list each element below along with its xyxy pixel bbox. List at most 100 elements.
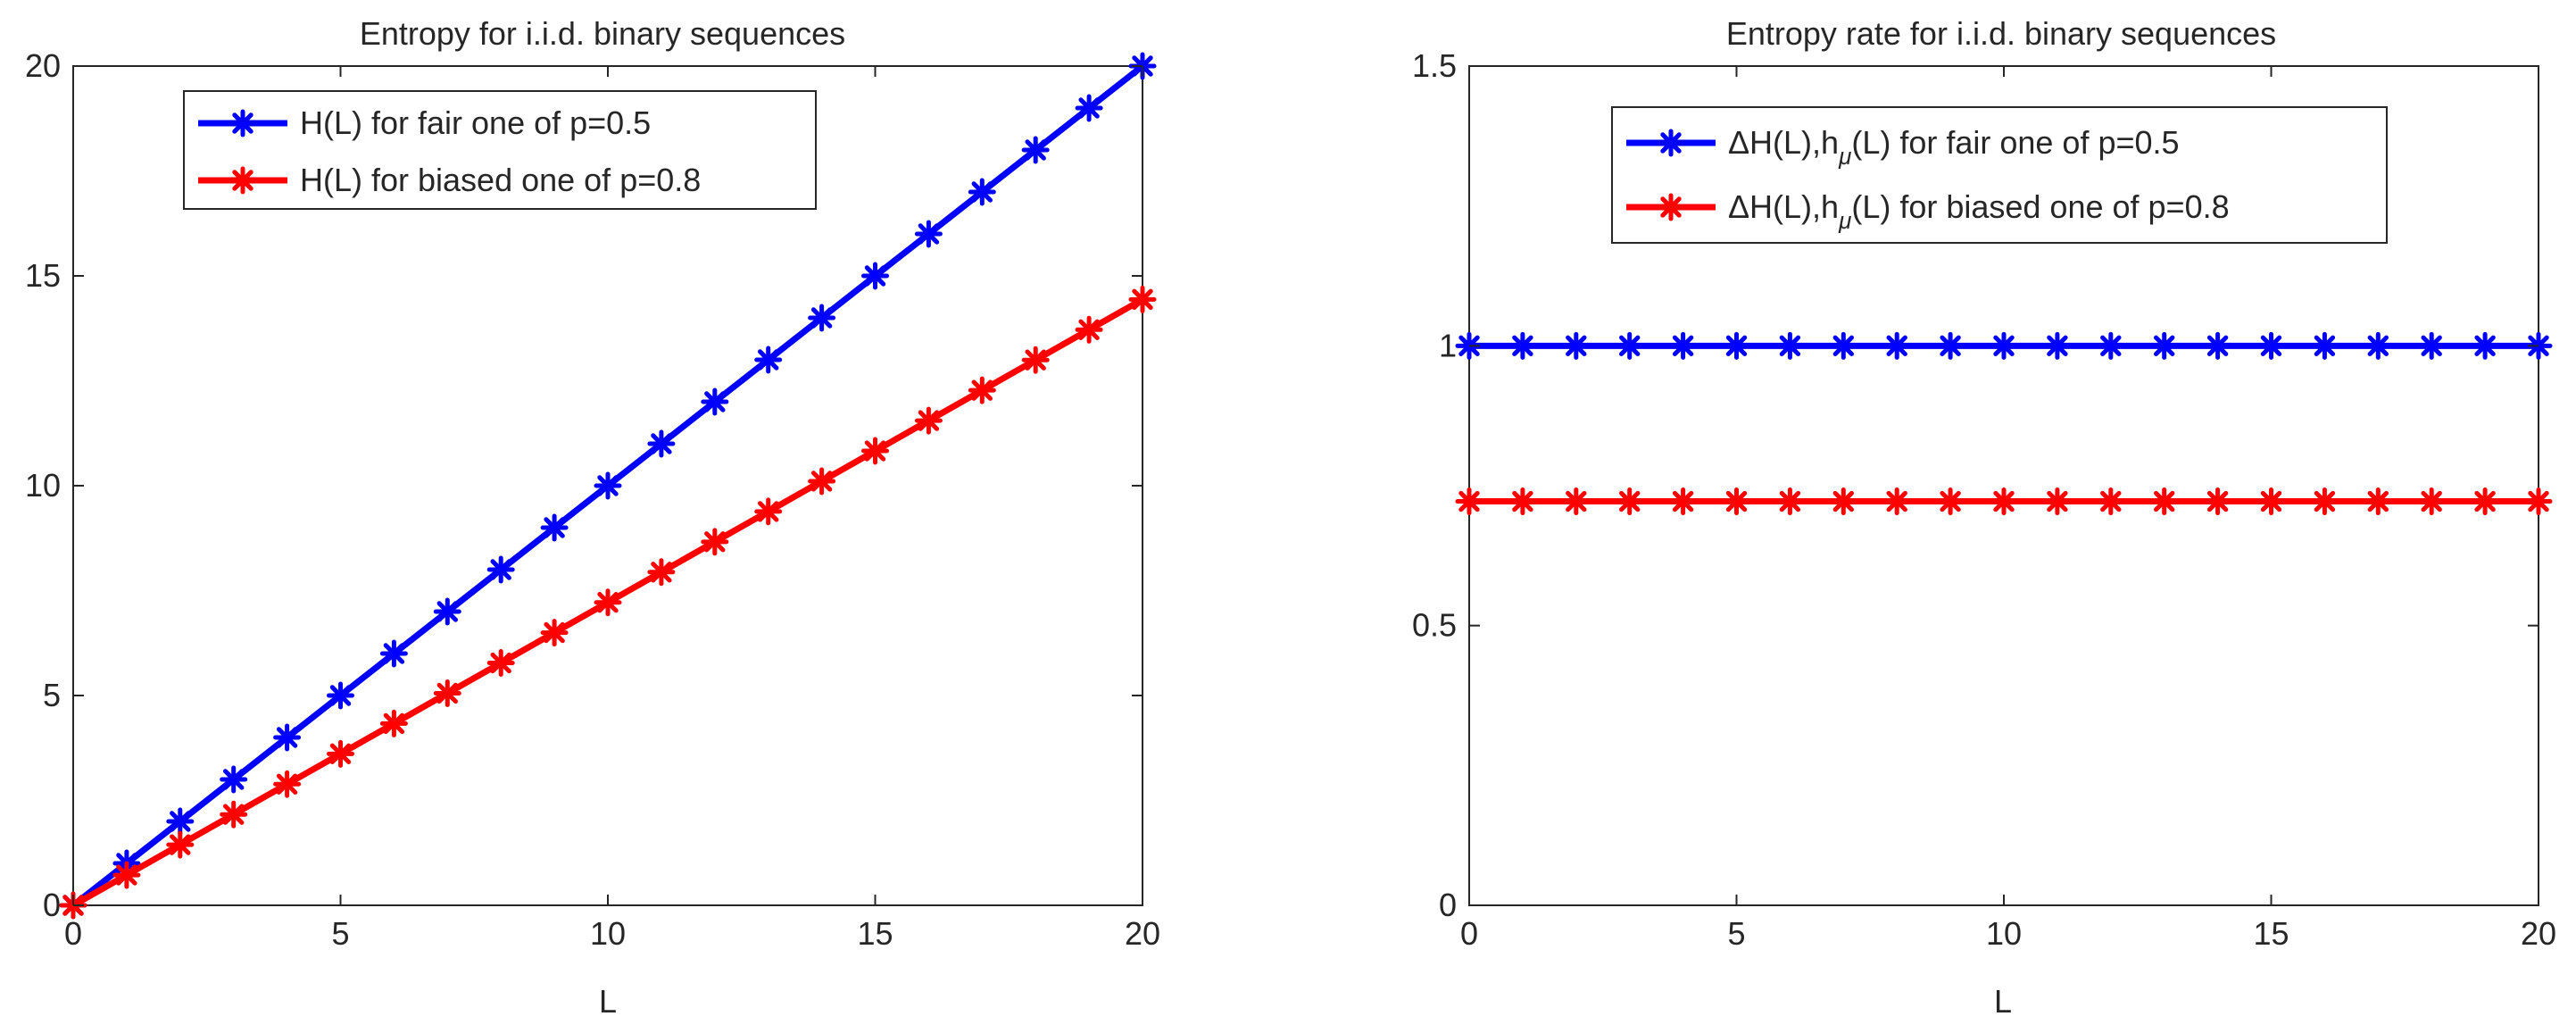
- data-point: [2097, 331, 2125, 360]
- data-point: [2364, 331, 2392, 360]
- data-point: [327, 681, 354, 710]
- data-point: [1508, 331, 1537, 360]
- marker-stroke: [2206, 490, 2229, 512]
- marker-stroke: [1025, 349, 1046, 371]
- marker-stroke: [2154, 335, 2175, 357]
- marker-stroke: [864, 440, 886, 462]
- x-tick-label: 20: [2521, 915, 2556, 952]
- marker-stroke: [971, 379, 993, 401]
- data-point: [540, 619, 569, 647]
- legend: ΔH(L),hμ(L) for fair one of p=0.5 ΔH(L),…: [1611, 106, 2388, 244]
- data-point: [2310, 487, 2339, 516]
- data-point: [701, 528, 729, 556]
- marker-stroke: [2260, 490, 2282, 512]
- data-point: [433, 597, 461, 626]
- marker-stroke: [651, 562, 672, 583]
- marker-stroke: [1672, 335, 1694, 357]
- data-point: [379, 709, 408, 737]
- legend-label-biased: ΔH(L),hμ(L) for biased one of p=0.8: [1728, 188, 2230, 234]
- marker-stroke: [1832, 490, 1854, 512]
- data-point: [968, 376, 996, 404]
- marker-stroke: [597, 592, 619, 613]
- marker-stroke: [1025, 139, 1046, 161]
- marker-stroke: [2421, 335, 2442, 357]
- y-tick-label: 10: [25, 467, 61, 504]
- legend-label-biased: H(L) for biased one of p=0.8: [300, 162, 701, 198]
- marker-stroke: [1886, 335, 1907, 357]
- marker-stroke: [2367, 490, 2389, 512]
- x-tick-label: 0: [64, 915, 82, 952]
- data-point: [1669, 331, 1698, 360]
- marker-stroke: [1993, 490, 2015, 512]
- marker-stroke: [223, 804, 245, 825]
- legend-marker-biased: [229, 166, 257, 195]
- legend-label-rest: (L) for biased one of p=0.8: [1851, 188, 2229, 225]
- marker-stroke: [704, 391, 726, 412]
- data-point: [2204, 331, 2232, 360]
- data-point: [647, 558, 676, 587]
- marker-stroke: [1566, 490, 1587, 512]
- data-point: [2043, 487, 2072, 516]
- marker-stroke: [1725, 335, 1748, 357]
- x-tick-label: 5: [331, 915, 349, 952]
- data-point: [2417, 331, 2446, 360]
- data-point: [486, 649, 515, 678]
- legend-asterisk: [1657, 193, 1685, 221]
- legend-marker-biased: [1657, 193, 1685, 221]
- x-axis-label: L: [599, 983, 617, 1020]
- marker-stroke: [1619, 335, 1641, 357]
- x-tick-label: 10: [1986, 915, 2022, 952]
- marker-stroke: [544, 621, 565, 644]
- data-marks: [59, 52, 1157, 920]
- marker-stroke: [170, 811, 191, 832]
- data-point: [2043, 331, 2072, 360]
- marker-stroke: [2314, 490, 2336, 512]
- marker-stroke: [1832, 335, 1854, 357]
- entropy-chart: Entropy for i.i.d. binary sequences 0 5 10…: [25, 15, 1160, 1020]
- y-tick-label: 0: [1439, 887, 1457, 923]
- y-tick-label: 0: [43, 887, 61, 923]
- chart-title: Entropy rate for i.i.d. binary sequences: [1726, 15, 2276, 52]
- marker-stroke: [329, 685, 352, 706]
- legend-box: [183, 90, 817, 210]
- marker-stroke: [2474, 335, 2496, 357]
- axis-ticks: 0 5 10 15 20 0 5 10 15 20: [25, 47, 1160, 952]
- data-point: [220, 765, 248, 794]
- data-point: [754, 346, 783, 374]
- data-point: [914, 406, 943, 435]
- data-point: [594, 471, 622, 500]
- marker-stroke: [2206, 335, 2229, 357]
- marker-stroke: [971, 181, 993, 203]
- marker-stroke: [1940, 490, 1961, 512]
- data-point: [433, 679, 461, 707]
- data-point: [2310, 331, 2339, 360]
- marker-stroke: [810, 307, 833, 329]
- chart-title: Entropy for i.i.d. binary sequences: [360, 15, 845, 52]
- data-point: [1882, 487, 1911, 516]
- data-point: [1723, 331, 1750, 360]
- legend-label-rest: (L) for fair one of p=0.5: [1851, 124, 2179, 161]
- marker-stroke: [490, 652, 511, 674]
- marker-stroke: [1725, 490, 1748, 512]
- data-point: [2417, 487, 2446, 516]
- data-point: [1616, 331, 1644, 360]
- data-point: [1075, 94, 1103, 122]
- data-point: [2150, 487, 2179, 516]
- marker-stroke: [918, 410, 940, 431]
- data-point: [1455, 487, 1483, 516]
- data-point: [1775, 331, 1804, 360]
- x-tick-label: 5: [1727, 915, 1745, 952]
- data-point: [1669, 487, 1698, 516]
- legend-asterisk: [229, 109, 257, 137]
- legend-asterisk: [1657, 129, 1685, 157]
- marker-stroke: [2047, 490, 2068, 512]
- data-point: [1723, 487, 1750, 516]
- data-point: [2524, 487, 2553, 516]
- marker-stroke: [1078, 97, 1100, 119]
- marker-stroke: [1619, 490, 1641, 512]
- data-point: [540, 513, 569, 542]
- marker-stroke: [1940, 335, 1961, 357]
- marker-stroke: [758, 501, 779, 522]
- y-tick-label: 5: [43, 677, 61, 713]
